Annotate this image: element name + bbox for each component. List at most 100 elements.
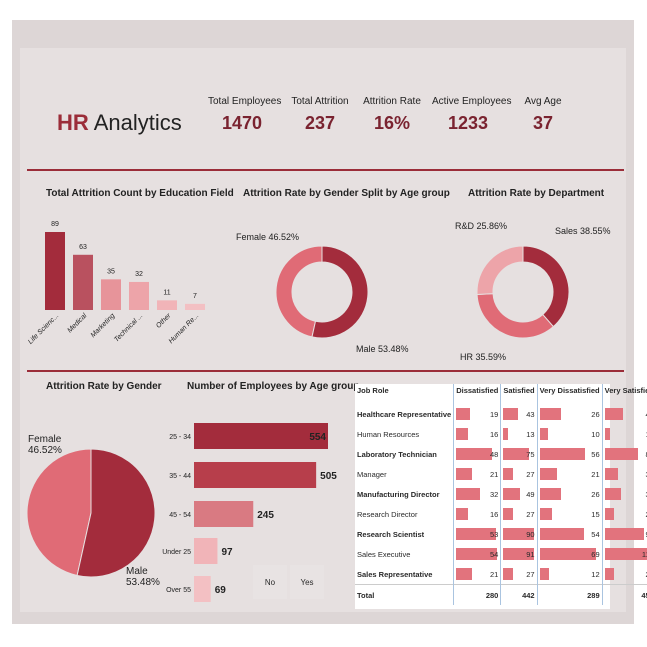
cell-value: 16 xyxy=(453,504,501,524)
cell-total-value: 289 xyxy=(536,584,603,605)
cell-value: 69 xyxy=(536,544,603,564)
label-male-value: 53.48% xyxy=(126,577,160,588)
table-row[interactable]: Research Scientist 53 90 54 95 xyxy=(355,524,647,544)
tick-label-education: Life Scienc... xyxy=(27,312,60,345)
kpi-label: Total Attrition xyxy=(291,96,349,107)
data-bar xyxy=(456,488,481,500)
table-row[interactable]: Sales Representative 21 27 12 23 xyxy=(355,564,647,585)
cell-value: 13 xyxy=(500,424,538,444)
tick-label-age: 25 - 34 xyxy=(169,434,191,441)
cell-value: 15 xyxy=(536,504,603,524)
data-bar xyxy=(503,568,513,580)
table-row[interactable]: Laboratory Technician 48 75 56 80 xyxy=(355,444,647,464)
col-very-satisfied[interactable]: Very Satisfied xyxy=(601,384,647,404)
cell-number: 27 xyxy=(526,469,535,479)
cell-number: 26 xyxy=(591,489,600,499)
cell-number: 80 xyxy=(646,450,647,459)
cell-job-role: Healthcare Representative xyxy=(357,409,452,419)
bar-education xyxy=(129,281,149,310)
bar-age-group xyxy=(194,501,254,527)
cell-number: 56 xyxy=(591,449,600,459)
table-row[interactable]: Research Director 16 27 15 22 xyxy=(355,504,647,524)
cell-number: 38 xyxy=(646,490,647,499)
col-very-dissatisfied[interactable]: Very Dissatisfied xyxy=(536,384,603,404)
cell-number: 91 xyxy=(526,549,535,559)
cell-number: 12 xyxy=(591,569,600,579)
label-sales: Sales 38.55% xyxy=(555,226,611,236)
data-label-age: 554 xyxy=(309,432,326,443)
cell-value: 49 xyxy=(500,484,538,504)
cell-job-role: Laboratory Technician xyxy=(357,449,437,459)
table-row[interactable]: Healthcare Representative 19 43 26 43 xyxy=(355,404,647,424)
bar-education xyxy=(101,279,121,310)
data-bar xyxy=(456,448,493,460)
label-male-donut: Male 53.48% xyxy=(356,344,409,354)
cell-number: 75 xyxy=(526,449,535,459)
data-bar xyxy=(539,488,561,500)
cell-number: 19 xyxy=(489,409,499,419)
cell-value: 27 xyxy=(500,464,538,484)
tick-label-age: Under 25 xyxy=(162,549,191,556)
cell-value: 19 xyxy=(453,404,501,424)
cell-number: 21 xyxy=(591,469,600,479)
cell-number: 33 xyxy=(646,470,647,479)
label-hr: HR 35.59% xyxy=(460,352,507,362)
bar-age-group xyxy=(194,538,218,564)
table-row[interactable]: Human Resources 16 13 10 13 xyxy=(355,424,647,444)
cell-value: 10 xyxy=(536,424,603,444)
label-female-name: Female xyxy=(28,434,62,445)
cell-number: 13 xyxy=(646,430,647,439)
cell-value: 80 xyxy=(601,444,647,464)
data-bar xyxy=(604,408,623,420)
table-body: Healthcare Representative 19 43 26 43 Human R… xyxy=(355,404,647,605)
cell-number: 43 xyxy=(526,409,535,419)
data-bar xyxy=(604,508,614,520)
slicer-yes-button[interactable]: Yes xyxy=(290,565,324,599)
table-row[interactable]: Manufacturing Director 32 49 26 38 xyxy=(355,484,647,504)
data-bar xyxy=(604,428,611,440)
cell-number: 43 xyxy=(646,410,647,419)
cell-job-role: Sales Representative xyxy=(357,569,433,579)
kpi-avg-age: Avg Age 37 xyxy=(518,96,568,134)
cell-value: 54 xyxy=(536,524,603,544)
cell-number: 54 xyxy=(591,529,600,539)
data-bar xyxy=(604,528,645,540)
label-female-donut: Female 46.52% xyxy=(236,232,300,242)
data-label-education: 32 xyxy=(135,271,143,278)
data-bar xyxy=(503,508,513,520)
kpi-label: Avg Age xyxy=(524,96,562,107)
cell-total-label: Total xyxy=(355,584,454,605)
cell-number: 95 xyxy=(646,530,647,539)
title-hr: HR xyxy=(57,110,89,135)
page-title: HR Analytics xyxy=(57,110,182,136)
cell-value: 21 xyxy=(453,464,501,484)
cell-value: 12 xyxy=(536,564,603,585)
cell-value: 112 xyxy=(601,544,647,564)
cell-job-role: Sales Executive xyxy=(357,549,411,559)
col-dissatisfied[interactable]: Dissatisfied xyxy=(453,384,501,404)
data-bar xyxy=(604,488,621,500)
slicer-no-button[interactable]: No xyxy=(253,565,287,599)
table-row[interactable]: Manager 21 27 21 33 xyxy=(355,464,647,484)
cell-job-role: Manufacturing Director xyxy=(357,489,440,499)
divider-middle xyxy=(27,370,624,372)
data-bar xyxy=(503,488,521,500)
bar-education xyxy=(73,254,93,310)
cell-number: 21 xyxy=(489,469,499,479)
chart-title-education: Total Attrition Count by Education Field xyxy=(46,188,234,199)
col-satisfied[interactable]: Satisfied xyxy=(500,384,538,404)
data-bar xyxy=(456,508,469,520)
table-row[interactable]: Sales Executive 54 91 69 112 xyxy=(355,544,647,564)
col-job-role[interactable]: Job Role xyxy=(357,386,389,395)
cell-total-value: 280 xyxy=(453,584,501,605)
tick-label-education: Medical xyxy=(66,312,88,334)
data-bar xyxy=(456,568,472,580)
cell-value: 38 xyxy=(601,484,647,504)
tick-label-education: Technical ... xyxy=(113,312,144,343)
kpi-total-employees: Total Employees 1470 xyxy=(208,96,281,134)
kpi-value: 1470 xyxy=(221,113,263,133)
data-bar xyxy=(539,468,557,480)
cell-value: 48 xyxy=(453,444,501,464)
data-label-education: 7 xyxy=(193,293,197,300)
cell-value: 53 xyxy=(453,524,501,544)
